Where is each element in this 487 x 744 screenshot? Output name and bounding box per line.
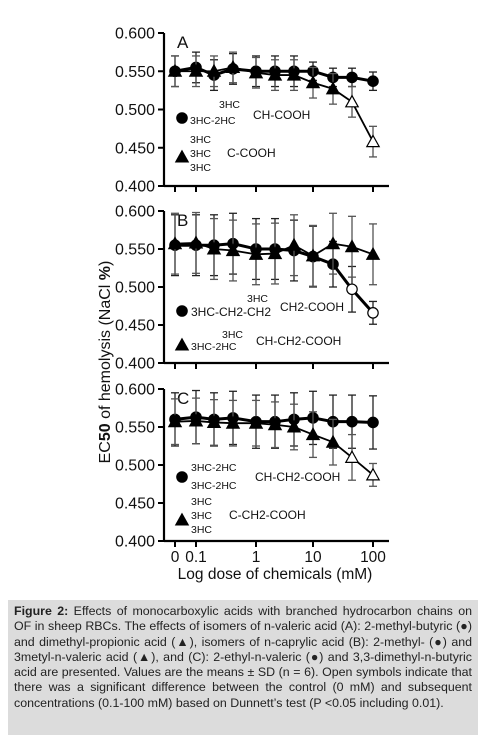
legend-formula-text: 3HC (247, 293, 268, 305)
x-tick-label: 0 (171, 549, 180, 566)
x-tick-label: 10 (304, 549, 322, 566)
legend-formula-text: 3HC-2HC (191, 462, 237, 474)
y-tick-label: 0.450 (115, 496, 155, 513)
triangle-point (206, 63, 222, 77)
y-tick-label: 0.550 (115, 242, 155, 259)
triangle-point (225, 243, 241, 257)
legend-formula-text: 3HC (191, 496, 212, 508)
legend-formula-text: 3HC (190, 134, 211, 146)
y-tick-label: 0.450 (115, 318, 155, 335)
triangle-point (286, 419, 302, 433)
circle-point (346, 71, 358, 84)
legend-formula-text: 3HC (191, 524, 212, 536)
triangle-point (225, 59, 241, 73)
triangle-point (188, 235, 204, 249)
y-tick-label: 0.400 (115, 534, 155, 551)
triangle-point (167, 236, 183, 250)
y-tick-label: 0.550 (115, 420, 155, 437)
panel-a: 0.400 0.450 0.500 0.550 0.600 A 3HC 3HC-2HC CH-C… (115, 26, 389, 196)
figure-caption: Figure 2: Effects of monocarboxylic acid… (8, 600, 478, 735)
circle-point (367, 416, 379, 429)
legend-formula-text: 3HC (191, 510, 212, 522)
triangle-point (206, 241, 222, 255)
triangle-point (305, 427, 321, 441)
triangle-point (286, 237, 302, 251)
caption-label: Figure 2: (14, 604, 69, 618)
panel-label: A (177, 33, 189, 52)
triangle-point (225, 415, 241, 429)
legend-formula-text: 3HC-2HC (190, 115, 236, 127)
triangle-point (267, 67, 283, 81)
y-tick-label: 0.550 (115, 64, 155, 81)
triangle-point (188, 63, 204, 77)
triangle-point (344, 239, 360, 253)
y-tick-label: 0.400 (115, 179, 155, 196)
triangle-point (248, 246, 264, 260)
legend-formula-text: C-COOH (227, 146, 276, 160)
triangle-point (325, 81, 341, 95)
legend-formula-text: CH-CH2-COOH (256, 334, 341, 348)
triangle-point (365, 246, 381, 260)
circle-point (346, 283, 358, 296)
legend-formula-text: C-CH2-COOH (229, 508, 306, 522)
triangle-point (305, 75, 321, 89)
circle-point (346, 415, 358, 428)
triangle-point (267, 417, 283, 431)
x-tick-label: 0.1 (185, 549, 207, 566)
y-tick-label: 0.400 (115, 356, 155, 373)
panel-label: C (177, 389, 189, 408)
circle-point (367, 75, 379, 87)
triangle-point (344, 449, 360, 463)
triangle-point (286, 67, 302, 81)
panel-label: B (177, 211, 188, 230)
triangle-point (206, 415, 222, 428)
legend-formula-text: 3HC (190, 162, 211, 174)
triangle-point (325, 236, 341, 250)
legend-formula-text: 3HC (190, 148, 211, 160)
legend-formula-text: CH-CH2-COOH (255, 470, 340, 484)
triangle-point (167, 414, 183, 428)
y-tick-label: 0.600 (115, 382, 155, 399)
legend-formula-text: 3HC-2HC (191, 341, 237, 353)
triangle-point (344, 94, 360, 108)
legend-formula-text: CH2-COOH (280, 300, 344, 314)
legend-formula-text: 3HC-CH2-CH2 (191, 305, 271, 319)
triangle-point (365, 134, 381, 148)
legend-formula-text: 3HC (222, 329, 243, 341)
legend-circle-marker (176, 112, 188, 124)
x-axis-label: Log dose of chemicals (mM) (178, 566, 373, 583)
y-tick-label: 0.450 (115, 140, 155, 157)
triangle-point (365, 467, 381, 481)
y-tick-label: 0.500 (115, 458, 155, 475)
legend-formula-text: 3HC (219, 99, 240, 111)
panel-c: 0.400 0.450 0.500 0.550 0.600 0 0.1 1 10 100 C 3HC-… (115, 382, 389, 566)
legend-circle-marker (176, 305, 188, 317)
legend-formula-text: 3HC-2HC (191, 480, 237, 492)
legend-formula-text: CH-COOH (253, 108, 310, 122)
triangle-point (248, 415, 264, 429)
triangle-point (188, 413, 204, 427)
triangle-point (248, 65, 264, 79)
y-tick-label: 0.600 (115, 26, 155, 43)
y-tick-label: 0.600 (115, 204, 155, 221)
triangle-point (167, 63, 183, 77)
triangle-point (305, 248, 321, 262)
triangle-point (325, 434, 341, 448)
y-tick-label: 0.500 (115, 280, 155, 297)
circle-point (367, 307, 379, 319)
y-axis-label: EC50 of hemolysis (NaCl %) (97, 261, 114, 464)
legend-triangle-marker (174, 512, 190, 526)
triangle-point (267, 246, 283, 260)
legend-circle-marker (176, 471, 188, 483)
caption-text: Effects of monocarboxylic acids with bra… (14, 604, 472, 710)
x-tick-label: 1 (252, 549, 261, 566)
x-tick-label: 100 (360, 549, 386, 566)
legend-triangle-marker (174, 337, 190, 351)
legend-triangle-marker (174, 149, 190, 163)
hemolysis-figure: EC50 of hemolysis (NaCl %) Log dose of c… (97, 26, 389, 583)
y-tick-label: 0.500 (115, 102, 155, 119)
